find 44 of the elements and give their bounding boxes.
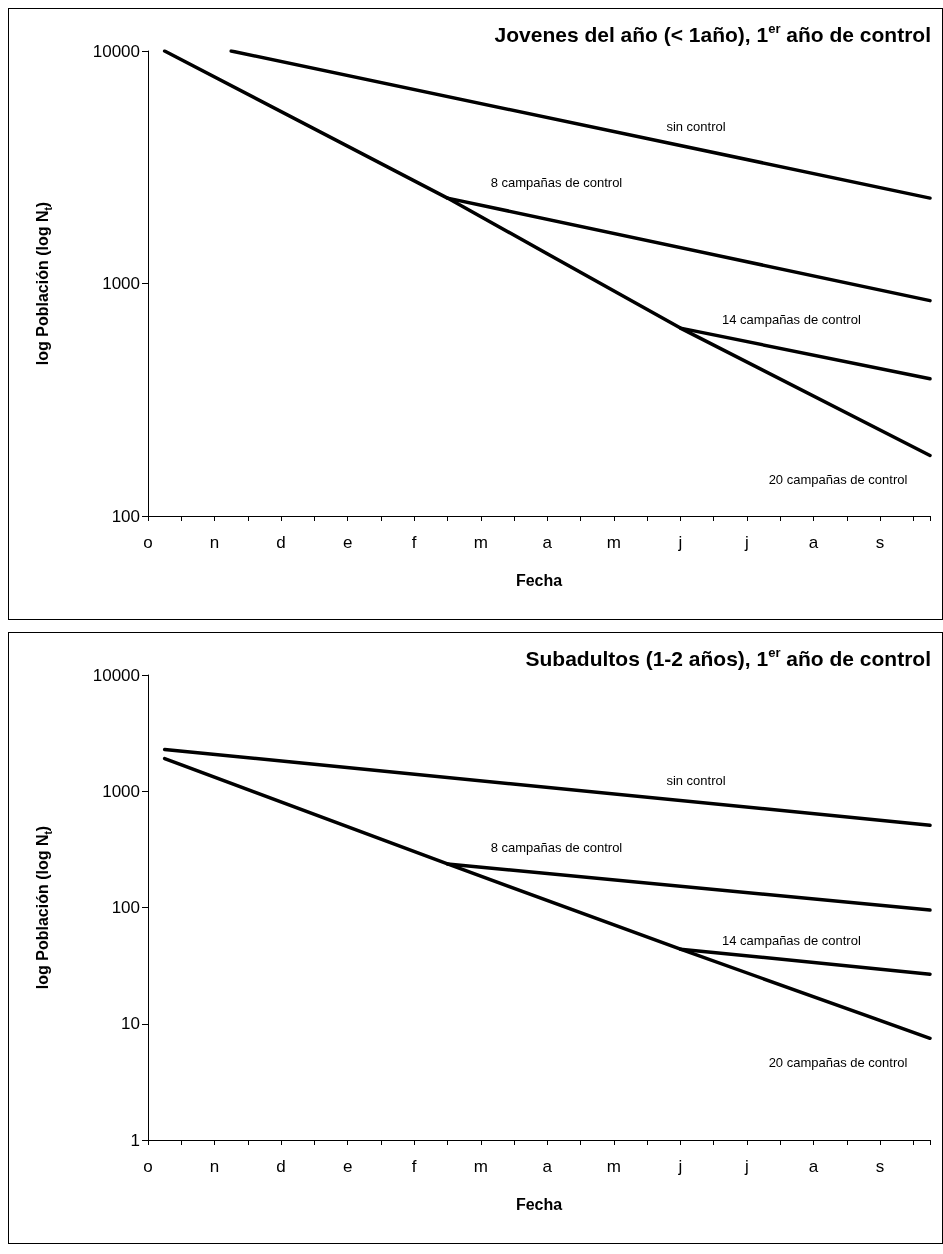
x-tick-label: m (606, 1157, 621, 1176)
series-label: 20 campañas de control (768, 472, 908, 488)
x-tick-label: a (808, 533, 819, 552)
x-tick-label: e (342, 1157, 353, 1176)
y-tick-label: 1000 (102, 781, 140, 801)
y-tick-label: 10000 (92, 665, 140, 685)
x-tick-label: f (411, 533, 417, 552)
x-tick-label: m (473, 533, 488, 552)
x-tick-label: e (342, 533, 353, 552)
series-label: sin control (666, 119, 726, 135)
x-tick-label: o (143, 1157, 153, 1176)
x-tick-label: s (875, 533, 885, 552)
x-tick-label: d (276, 1157, 286, 1176)
x-tick-label: j (677, 1157, 683, 1176)
series-label: sin control (666, 772, 726, 788)
y-tick-label: 100 (111, 506, 140, 526)
y-tick-label: 1000 (102, 274, 140, 293)
x-tick-label: f (411, 1157, 417, 1176)
x-axis-title: Fecha (515, 1195, 563, 1213)
x-tick-label: a (542, 533, 553, 552)
y-axis-title: log Población (log Nt) (34, 825, 54, 990)
x-tick-label: j (677, 533, 683, 552)
series-label: 14 campañas de control (722, 311, 861, 327)
x-tick-label: d (276, 533, 286, 552)
y-tick-label: 10000 (92, 41, 140, 61)
x-tick-label: a (542, 1157, 553, 1176)
x-tick-label: s (875, 1157, 885, 1176)
y-tick-label: 100 (111, 898, 140, 917)
x-tick-label: a (808, 1157, 819, 1176)
x-tick-label: j (744, 1157, 749, 1176)
series-label: 8 campañas de control (490, 174, 623, 190)
x-tick-label: n (209, 533, 220, 552)
x-tick-label: m (606, 533, 621, 552)
y-axis-title: log Población (log Nt) (34, 201, 54, 366)
y-tick-label: 1 (130, 1130, 140, 1150)
x-tick-label: m (473, 1157, 488, 1176)
y-tick-label: 10 (121, 1014, 140, 1034)
series-label: 8 campañas de control (490, 840, 623, 856)
x-tick-label: o (143, 533, 153, 552)
series-label: 14 campañas de control (722, 932, 861, 948)
x-axis-title: Fecha (515, 571, 563, 589)
x-tick-label: n (209, 1157, 220, 1176)
x-tick-label: j (744, 533, 749, 552)
series-label: 20 campañas de control (768, 1054, 908, 1070)
